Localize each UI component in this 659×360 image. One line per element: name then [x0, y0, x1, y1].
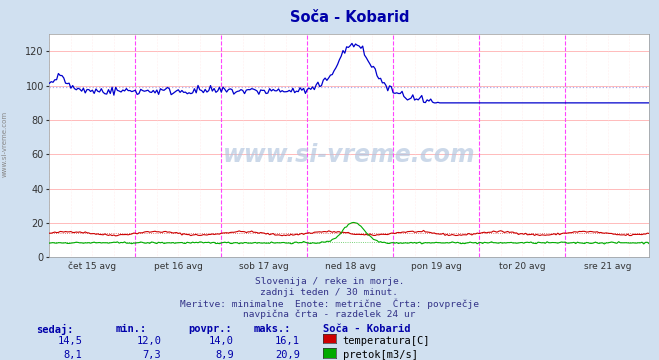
- Text: 14,5: 14,5: [57, 336, 82, 346]
- Text: min.:: min.:: [115, 324, 146, 334]
- Text: pet 16 avg: pet 16 avg: [154, 262, 203, 271]
- Text: Soča - Kobarid: Soča - Kobarid: [323, 324, 411, 334]
- Text: Slovenija / reke in morje.: Slovenija / reke in morje.: [255, 277, 404, 286]
- Text: pon 19 avg: pon 19 avg: [411, 262, 461, 271]
- Text: 12,0: 12,0: [136, 336, 161, 346]
- Text: maks.:: maks.:: [254, 324, 291, 334]
- Text: Meritve: minimalne  Enote: metrične  Črta: povprečje: Meritve: minimalne Enote: metrične Črta:…: [180, 299, 479, 309]
- Text: sob 17 avg: sob 17 avg: [239, 262, 289, 271]
- Text: www.si-vreme.com: www.si-vreme.com: [223, 143, 476, 167]
- Text: navpična črta - razdelek 24 ur: navpična črta - razdelek 24 ur: [243, 310, 416, 319]
- Text: 7,3: 7,3: [143, 350, 161, 360]
- Text: sre 21 avg: sre 21 avg: [584, 262, 632, 271]
- Text: www.si-vreme.com: www.si-vreme.com: [2, 111, 8, 177]
- Text: 16,1: 16,1: [275, 336, 300, 346]
- Text: 8,1: 8,1: [64, 350, 82, 360]
- Text: ned 18 avg: ned 18 avg: [325, 262, 376, 271]
- Text: zadnji teden / 30 minut.: zadnji teden / 30 minut.: [260, 288, 399, 297]
- Text: 14,0: 14,0: [209, 336, 234, 346]
- Text: 8,9: 8,9: [215, 350, 234, 360]
- Text: Soča - Kobarid: Soča - Kobarid: [289, 10, 409, 25]
- Text: sedaj:: sedaj:: [36, 324, 74, 335]
- Text: 20,9: 20,9: [275, 350, 300, 360]
- Text: pretok[m3/s]: pretok[m3/s]: [343, 350, 418, 360]
- Text: temperatura[C]: temperatura[C]: [343, 336, 430, 346]
- Text: povpr.:: povpr.:: [188, 324, 231, 334]
- Text: tor 20 avg: tor 20 avg: [499, 262, 546, 271]
- Text: čet 15 avg: čet 15 avg: [69, 262, 117, 271]
